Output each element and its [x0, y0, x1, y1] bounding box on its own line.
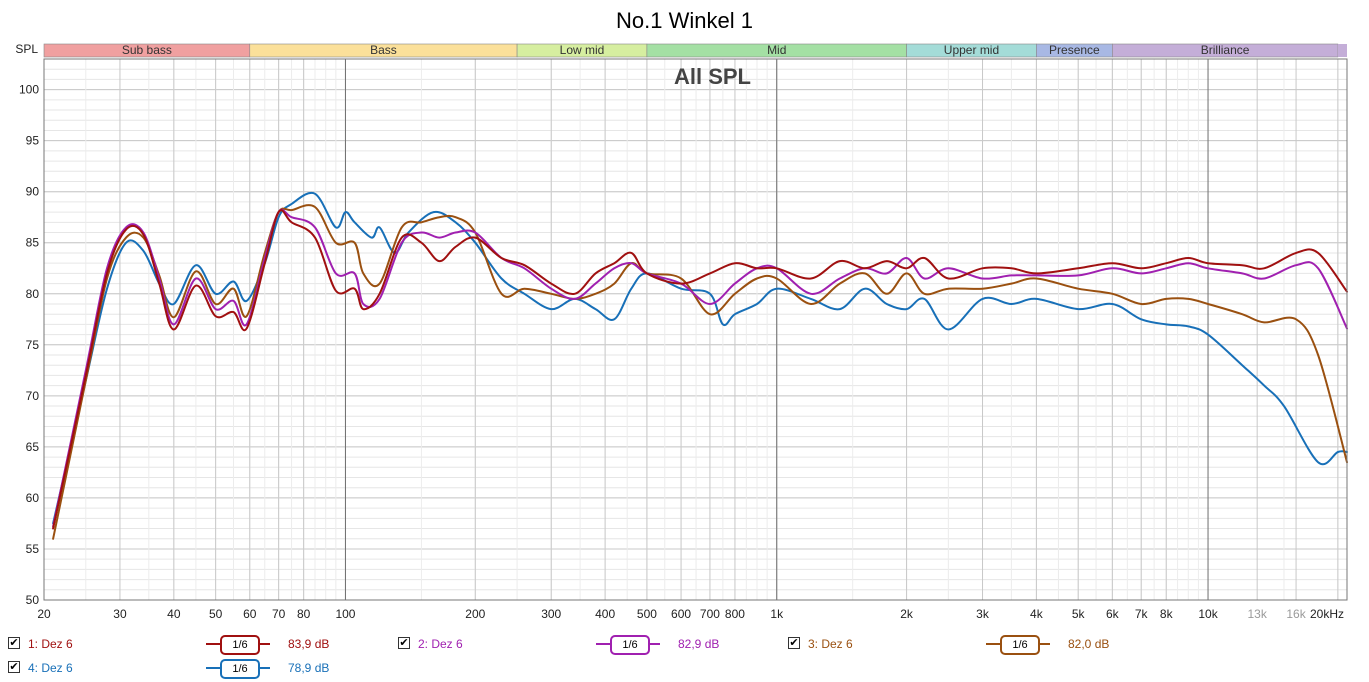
legend-value-3: 82,0 dB	[1068, 637, 1110, 651]
x-tick-label: 70	[272, 607, 286, 621]
y-tick-label: 65	[26, 440, 40, 454]
y-tick-label: 60	[26, 491, 40, 505]
x-tick-label: 2k	[900, 607, 914, 621]
band-label-5: Presence	[1049, 43, 1100, 57]
smoothing-selector-3[interactable]: 1/6	[986, 635, 1050, 655]
x-tick-label: 100	[335, 607, 355, 621]
chart-subtitle: All SPL	[674, 64, 751, 89]
chart-title: No.1 Winkel 1	[616, 8, 753, 33]
series-line-4	[52, 191, 1348, 525]
x-tick-label: 8k	[1160, 607, 1174, 621]
x-tick-label: 5k	[1072, 607, 1086, 621]
legend-checkbox-4[interactable]: ✔	[8, 661, 20, 673]
x-tick-label: 60	[243, 607, 257, 621]
x-tick-label: 40	[167, 607, 181, 621]
y-tick-label: 50	[26, 593, 40, 607]
y-tick-label: 80	[26, 287, 40, 301]
x-tick-label: 16k	[1286, 607, 1306, 621]
x-tick-label: 800	[725, 607, 745, 621]
x-tick-label: 20	[37, 607, 51, 621]
band-label-0: Sub bass	[122, 43, 172, 57]
smoothing-label-3: 1/6	[1000, 635, 1040, 655]
x-tick-label: 80	[297, 607, 311, 621]
legend-value-2: 82,9 dB	[678, 637, 720, 651]
y-tick-label: 100	[19, 83, 39, 97]
y-tick-label: 95	[26, 134, 40, 148]
x-tick-label: 700	[700, 607, 720, 621]
smoothing-label-4: 1/6	[220, 659, 260, 679]
smoothing-label-2: 1/6	[610, 635, 650, 655]
legend-name-2: 2: Dez 6	[418, 637, 463, 651]
series-line-2	[52, 208, 1348, 528]
plot-border	[43, 58, 1348, 601]
x-tick-label: 20kHz	[1310, 607, 1344, 621]
band-label-1: Bass	[370, 43, 397, 57]
y-tick-label: 75	[26, 338, 40, 352]
x-tick-label: 200	[465, 607, 485, 621]
frequency-response-chart: Sub bass Bass Low mid Mid Upper mid Presence B…	[15, 42, 1348, 621]
x-tick-label: 3k	[976, 607, 990, 621]
legend-name-1: 1: Dez 6	[28, 637, 73, 651]
band-label-6: Brilliance	[1201, 43, 1250, 57]
y-tick-label: 55	[26, 542, 40, 556]
y-tick-label: 90	[26, 185, 40, 199]
legend-checkbox-3[interactable]: ✔	[788, 637, 800, 649]
plot-area	[43, 58, 1348, 601]
x-tick-label: 1k	[770, 607, 784, 621]
smoothing-selector-4[interactable]: 1/6	[206, 659, 270, 679]
x-tick-label: 4k	[1030, 607, 1044, 621]
x-tick-label: 400	[595, 607, 615, 621]
band-label-3: Mid	[767, 43, 786, 57]
band-label-2: Low mid	[560, 43, 605, 57]
x-tick-label: 6k	[1106, 607, 1120, 621]
x-tick-label: 10k	[1198, 607, 1218, 621]
legend-name-3: 3: Dez 6	[808, 637, 853, 651]
band-edge	[1337, 44, 1347, 57]
y-tick-label: 70	[26, 389, 40, 403]
smoothing-selector-2[interactable]: 1/6	[596, 635, 660, 655]
x-tick-label: 600	[671, 607, 691, 621]
smoothing-selector-1[interactable]: 1/6	[206, 635, 270, 655]
legend-checkbox-1[interactable]: ✔	[8, 637, 20, 649]
y-tick-label: 85	[26, 236, 40, 250]
legend-value-1: 83,9 dB	[288, 637, 330, 651]
legend-name-4: 4: Dez 6	[28, 661, 73, 675]
y-axis-label: SPL	[15, 42, 38, 56]
x-tick-label: 7k	[1135, 607, 1149, 621]
x-tick-label: 500	[637, 607, 657, 621]
legend-checkbox-2[interactable]: ✔	[398, 637, 410, 649]
series-line-3	[52, 204, 1348, 540]
x-tick-label: 50	[209, 607, 223, 621]
smoothing-label-1: 1/6	[220, 635, 260, 655]
x-tick-label: 13k	[1247, 607, 1267, 621]
series-line-1	[52, 209, 1348, 530]
x-tick-label: 30	[113, 607, 127, 621]
band-label-4: Upper mid	[944, 43, 999, 57]
legend-value-4: 78,9 dB	[288, 661, 330, 675]
x-tick-label: 300	[541, 607, 561, 621]
